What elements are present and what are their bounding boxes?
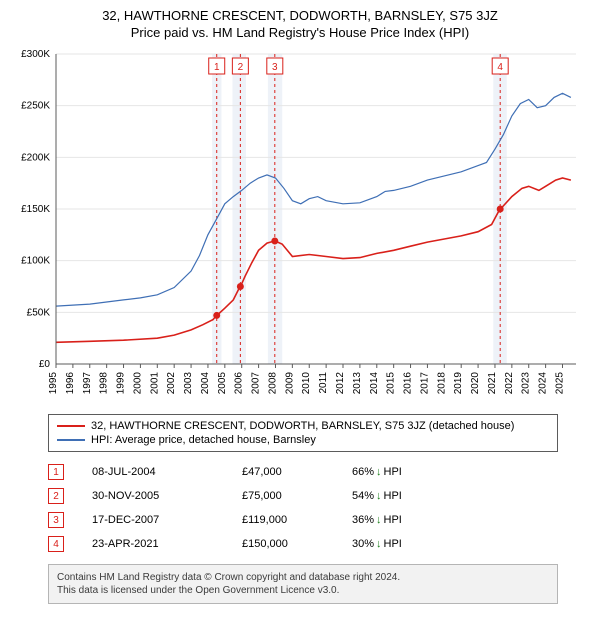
sale-date: 17-DEC-2007	[92, 514, 242, 526]
svg-text:2024: 2024	[538, 372, 549, 395]
price-chart: £0 £50K £100K £150K £200K £250K £300K 1 2 3 4 1995 1…	[8, 46, 592, 406]
svg-text:1997: 1997	[82, 372, 93, 395]
legend: 32, HAWTHORNE CRESCENT, DODWORTH, BARNSL…	[48, 414, 558, 452]
svg-text:2008: 2008	[267, 372, 278, 395]
svg-text:1995: 1995	[48, 372, 59, 395]
down-arrow-icon: ↓	[376, 514, 382, 526]
svg-text:1: 1	[214, 62, 220, 73]
svg-text:2001: 2001	[149, 372, 160, 395]
sale-pct-vs-hpi: 54% ↓ HPI	[352, 490, 472, 502]
svg-text:£300K: £300K	[21, 49, 50, 60]
legend-label: HPI: Average price, detached house, Barn…	[91, 434, 316, 446]
sales-table: 1 08-JUL-2004£47,00066% ↓ HPI 2 30-NOV-2005…	[48, 460, 558, 556]
legend-item: HPI: Average price, detached house, Barn…	[57, 433, 549, 447]
svg-text:2020: 2020	[470, 372, 481, 395]
svg-text:2004: 2004	[200, 372, 211, 395]
down-arrow-icon: ↓	[376, 538, 382, 550]
svg-text:£50K: £50K	[27, 307, 51, 318]
svg-text:£100K: £100K	[21, 256, 50, 267]
sale-row: 3 17-DEC-2007£119,00036% ↓ HPI	[48, 508, 558, 532]
svg-text:2005: 2005	[217, 372, 228, 395]
svg-text:2009: 2009	[284, 372, 295, 395]
svg-text:2021: 2021	[487, 372, 498, 395]
legend-label: 32, HAWTHORNE CRESCENT, DODWORTH, BARNSL…	[91, 420, 514, 432]
footer-line-1: Contains HM Land Registry data © Crown c…	[57, 571, 549, 584]
sale-badge: 4	[48, 536, 64, 552]
svg-text:2018: 2018	[436, 372, 447, 395]
sale-row: 4 23-APR-2021£150,00030% ↓ HPI	[48, 532, 558, 556]
sale-row: 1 08-JUL-2004£47,00066% ↓ HPI	[48, 460, 558, 484]
footer-line-2: This data is licensed under the Open Gov…	[57, 584, 549, 597]
sale-badge: 2	[48, 488, 64, 504]
sale-price: £150,000	[242, 538, 352, 550]
svg-text:4: 4	[497, 62, 503, 73]
svg-text:2015: 2015	[386, 372, 397, 395]
attribution-footer: Contains HM Land Registry data © Crown c…	[48, 564, 558, 604]
svg-text:1998: 1998	[99, 372, 110, 395]
sale-pct-vs-hpi: 36% ↓ HPI	[352, 514, 472, 526]
chart-title: 32, HAWTHORNE CRESCENT, DODWORTH, BARNSL…	[8, 8, 592, 40]
svg-text:2011: 2011	[318, 372, 329, 394]
svg-text:2017: 2017	[419, 372, 430, 395]
svg-text:3: 3	[272, 62, 278, 73]
svg-text:2023: 2023	[521, 372, 532, 395]
sale-date: 08-JUL-2004	[92, 466, 242, 478]
sale-price: £75,000	[242, 490, 352, 502]
svg-text:2006: 2006	[234, 372, 245, 395]
svg-text:2016: 2016	[403, 372, 414, 395]
legend-item: 32, HAWTHORNE CRESCENT, DODWORTH, BARNSL…	[57, 419, 549, 433]
sale-pct-vs-hpi: 30% ↓ HPI	[352, 538, 472, 550]
sale-date: 23-APR-2021	[92, 538, 242, 550]
down-arrow-icon: ↓	[376, 466, 382, 478]
sale-price: £119,000	[242, 514, 352, 526]
svg-text:2003: 2003	[183, 372, 194, 395]
sale-price: £47,000	[242, 466, 352, 478]
svg-text:£150K: £150K	[21, 204, 50, 215]
sale-badge: 1	[48, 464, 64, 480]
svg-text:2012: 2012	[335, 372, 346, 395]
svg-text:2010: 2010	[301, 372, 312, 395]
svg-text:£200K: £200K	[21, 152, 50, 163]
svg-text:2025: 2025	[554, 372, 565, 395]
sale-badge: 3	[48, 512, 64, 528]
svg-text:£0: £0	[39, 359, 51, 370]
down-arrow-icon: ↓	[376, 490, 382, 502]
title-line-1: 32, HAWTHORNE CRESCENT, DODWORTH, BARNSL…	[8, 8, 592, 23]
svg-text:2019: 2019	[453, 372, 464, 395]
legend-swatch	[57, 439, 85, 440]
svg-text:2014: 2014	[369, 372, 380, 395]
svg-text:2: 2	[238, 62, 244, 73]
sale-row: 2 30-NOV-2005£75,00054% ↓ HPI	[48, 484, 558, 508]
svg-text:2022: 2022	[504, 372, 515, 395]
sale-date: 30-NOV-2005	[92, 490, 242, 502]
svg-text:1999: 1999	[116, 372, 127, 395]
title-line-2: Price paid vs. HM Land Registry's House …	[8, 25, 592, 40]
svg-text:1996: 1996	[65, 372, 76, 395]
legend-swatch	[57, 425, 85, 427]
svg-text:2002: 2002	[166, 372, 177, 395]
svg-text:2013: 2013	[352, 372, 363, 395]
svg-text:2007: 2007	[251, 372, 262, 395]
sale-pct-vs-hpi: 66% ↓ HPI	[352, 466, 472, 478]
svg-text:£250K: £250K	[21, 101, 50, 112]
svg-text:2000: 2000	[132, 372, 143, 395]
